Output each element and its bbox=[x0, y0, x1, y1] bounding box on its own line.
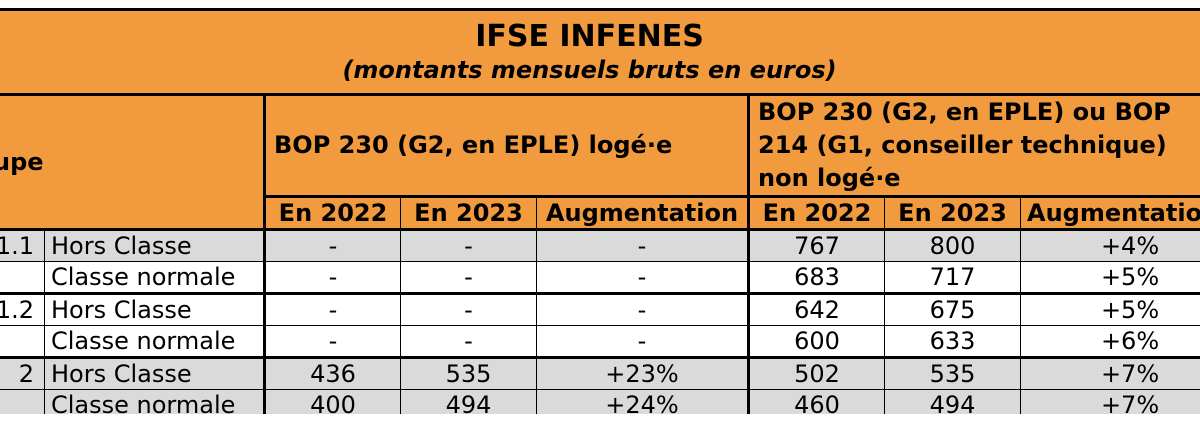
col-2023-non-loge: En 2023 bbox=[884, 195, 1021, 231]
classe-cell: Classe normale bbox=[44, 261, 265, 295]
value-cell: 683 bbox=[747, 261, 885, 295]
value-cell: +24% bbox=[536, 389, 750, 414]
value-cell: - bbox=[536, 293, 750, 326]
value-cell: +23% bbox=[536, 357, 750, 390]
value-cell: +5% bbox=[1019, 261, 1200, 295]
value-cell: - bbox=[536, 325, 750, 359]
value-cell: +7% bbox=[1019, 357, 1200, 390]
value-cell: 717 bbox=[884, 261, 1021, 295]
value-cell: 600 bbox=[747, 325, 885, 359]
value-cell: - bbox=[400, 261, 537, 295]
value-cell: - bbox=[536, 261, 750, 295]
value-cell: 633 bbox=[884, 325, 1021, 359]
value-cell: 642 bbox=[747, 293, 885, 326]
value-cell: 436 bbox=[263, 357, 401, 390]
col-2022-loge: En 2022 bbox=[263, 195, 401, 231]
value-cell: 535 bbox=[400, 357, 537, 390]
value-cell: - bbox=[400, 325, 537, 359]
value-cell: +5% bbox=[1019, 293, 1200, 326]
col-aug-loge: Augmentation bbox=[536, 195, 750, 231]
value-cell: 460 bbox=[747, 389, 885, 414]
table-row: 2 Hors Classe 436 535 +23% 502 535 +7% bbox=[0, 357, 1200, 390]
group-cell bbox=[0, 389, 45, 414]
value-cell: +7% bbox=[1019, 389, 1200, 414]
table-row: Classe normale 400 494 +24% 460 494 +7% bbox=[0, 389, 1200, 414]
table-row: 1.1 Hors Classe - - - 767 800 +4% bbox=[0, 228, 1200, 262]
table-row: Classe normale - - - 600 633 +6% bbox=[0, 325, 1200, 359]
classe-cell: Classe normale bbox=[44, 325, 265, 359]
table-title-cell: IFSE INFENES (montants mensuels bruts en… bbox=[0, 8, 1200, 96]
value-cell: - bbox=[536, 228, 750, 262]
value-cell: - bbox=[263, 293, 401, 326]
ifse-table: IFSE INFENES (montants mensuels bruts en… bbox=[0, 8, 1200, 414]
value-cell: +6% bbox=[1019, 325, 1200, 359]
group-cell bbox=[0, 261, 45, 295]
classe-cell: Hors Classe bbox=[44, 228, 265, 262]
col-2023-loge: En 2023 bbox=[400, 195, 537, 231]
value-cell: - bbox=[400, 293, 537, 326]
bop-non-loge-header: BOP 230 (G2, en EPLE) ou BOP 214 (G1, co… bbox=[746, 93, 1200, 198]
value-cell: 502 bbox=[747, 357, 885, 390]
bop-non-loge-label: BOP 230 (G2, en EPLE) ou BOP 214 (G1, co… bbox=[758, 98, 1171, 192]
group-cell: 1.2 bbox=[0, 293, 45, 326]
value-cell: - bbox=[263, 325, 401, 359]
group-cell: 1.1 bbox=[0, 228, 45, 262]
group-cell bbox=[0, 325, 45, 359]
value-cell: - bbox=[263, 261, 401, 295]
classe-cell: Hors Classe bbox=[44, 357, 265, 390]
value-cell: 675 bbox=[884, 293, 1021, 326]
value-cell: 494 bbox=[884, 389, 1021, 414]
value-cell: - bbox=[263, 228, 401, 262]
value-cell: 800 bbox=[884, 228, 1021, 262]
table-row: Classe normale - - - 683 717 +5% bbox=[0, 261, 1200, 295]
table-title: IFSE INFENES bbox=[475, 19, 704, 54]
group-header-label: Groupe bbox=[0, 148, 44, 176]
value-cell: 767 bbox=[747, 228, 885, 262]
group-cell: 2 bbox=[0, 357, 45, 390]
ifse-table-frame: IFSE INFENES (montants mensuels bruts en… bbox=[0, 8, 1200, 414]
value-cell: 494 bbox=[400, 389, 537, 414]
value-cell: - bbox=[400, 228, 537, 262]
classe-cell: Classe normale bbox=[44, 389, 265, 414]
value-cell: 400 bbox=[263, 389, 401, 414]
col-2022-non-loge: En 2022 bbox=[747, 195, 885, 231]
table-subtitle: (montants mensuels bruts en euros) bbox=[342, 56, 837, 84]
value-cell: +4% bbox=[1019, 228, 1200, 262]
value-cell: 535 bbox=[884, 357, 1021, 390]
bop-loge-header: BOP 230 (G2, en EPLE) logé·e bbox=[263, 93, 750, 198]
group-header: Groupe bbox=[0, 93, 266, 231]
table-row: 1.2 Hors Classe - - - 642 675 +5% bbox=[0, 293, 1200, 326]
bop-loge-label: BOP 230 (G2, en EPLE) logé·e bbox=[274, 131, 673, 159]
col-aug-non-loge: Augmentation bbox=[1019, 195, 1200, 231]
classe-cell: Hors Classe bbox=[44, 293, 265, 326]
